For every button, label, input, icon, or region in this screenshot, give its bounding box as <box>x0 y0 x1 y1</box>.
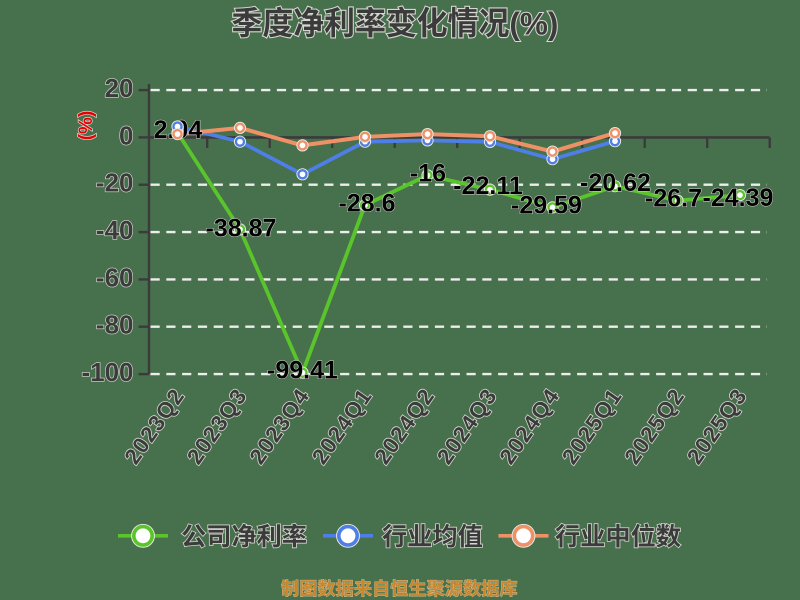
svg-text:-99.41: -99.41 <box>267 356 338 384</box>
svg-text:-24.39: -24.39 <box>703 184 774 212</box>
svg-text:(%): (%) <box>76 111 97 141</box>
svg-text:0: 0 <box>119 120 133 150</box>
svg-text:-60: -60 <box>96 262 134 292</box>
svg-text:-29.59: -29.59 <box>511 192 582 220</box>
svg-text:-80: -80 <box>96 310 134 340</box>
svg-text:-100: -100 <box>81 357 133 387</box>
svg-text:(%): (%) <box>509 6 558 42</box>
svg-text:20: 20 <box>105 73 134 103</box>
svg-text:-28.6: -28.6 <box>339 190 396 218</box>
svg-text:-22.11: -22.11 <box>453 172 523 200</box>
svg-text:-16: -16 <box>410 159 446 187</box>
svg-text:-38.87: -38.87 <box>206 215 277 243</box>
svg-text:-40: -40 <box>96 215 134 245</box>
svg-text:-26.7: -26.7 <box>645 185 702 213</box>
svg-text:-20.62: -20.62 <box>580 169 651 197</box>
svg-text:-20: -20 <box>96 168 134 198</box>
